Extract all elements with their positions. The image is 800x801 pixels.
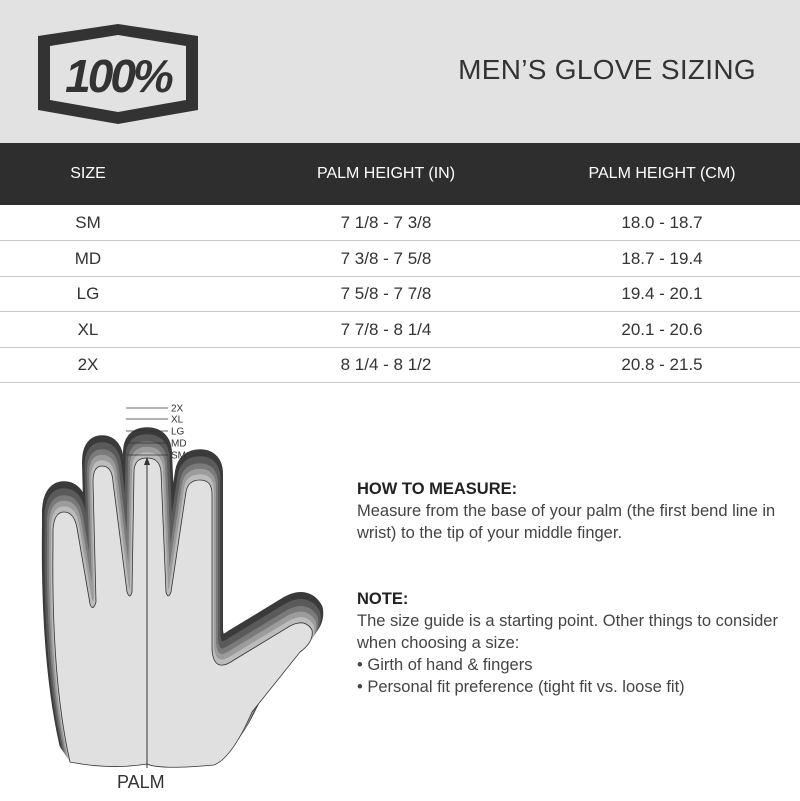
- cell-size: XL: [77, 319, 99, 339]
- how-to-text: Measure from the base of your palm (the …: [357, 502, 776, 542]
- size-tick-label: XL: [171, 415, 184, 426]
- cell-size: 2X: [77, 355, 99, 374]
- brand-logo: 100%: [38, 24, 198, 124]
- header-band: 100% MEN’S GLOVE SIZING: [0, 0, 800, 143]
- note-text: The size guide is a starting point. Othe…: [357, 612, 778, 652]
- cell-size: SM: [75, 213, 101, 232]
- cell-cm: 18.7 - 19.4: [621, 248, 703, 268]
- cell-size: LG: [76, 284, 100, 303]
- table-header: SIZE PALM HEIGHT (IN) PALM HEIGHT (CM): [0, 143, 800, 205]
- table-row: 2X 8 1/4 - 8 1/2 20.8 - 21.5: [0, 347, 800, 383]
- note-bullet: • Girth of hand & fingers: [357, 656, 533, 674]
- page-title: MEN’S GLOVE SIZING: [458, 54, 756, 85]
- how-to-measure: HOW TO MEASURE: Measure from the base of…: [357, 478, 787, 544]
- table-row: SM 7 1/8 - 7 3/8 18.0 - 18.7: [0, 205, 800, 241]
- size-tick-label: MD: [171, 439, 187, 450]
- note-section: NOTE: The size guide is a starting point…: [357, 588, 787, 698]
- cell-cm: 19.4 - 20.1: [621, 284, 703, 303]
- how-to-heading: HOW TO MEASURE:: [357, 480, 518, 498]
- size-tick-label: LG: [171, 427, 185, 438]
- cell-inches: 7 5/8 - 7 7/8: [340, 284, 432, 303]
- cell-inches: 7 3/8 - 7 5/8: [340, 248, 432, 268]
- palm-label: PALM: [117, 772, 165, 792]
- cell-cm: 20.1 - 20.6: [621, 319, 703, 339]
- note-heading: NOTE:: [357, 590, 409, 608]
- hand-outline: [52, 457, 313, 768]
- table-row: MD 7 3/8 - 7 5/8 18.7 - 19.4: [0, 241, 800, 277]
- cell-inches: 7 1/8 - 7 3/8: [340, 213, 432, 232]
- note-bullet: • Personal fit preference (tight fit vs.…: [357, 678, 685, 696]
- cell-cm: 18.0 - 18.7: [621, 213, 703, 232]
- size-tick-label: 2X: [171, 404, 184, 415]
- cell-size: MD: [74, 248, 102, 268]
- cell-inches: 7 7/8 - 8 1/4: [340, 319, 432, 339]
- cell-inches: 8 1/4 - 8 1/2: [340, 355, 432, 374]
- svg-text:100%: 100%: [65, 50, 173, 102]
- arrow-head-icon: [144, 457, 150, 465]
- table-row: XL 7 7/8 - 8 1/4 20.1 - 20.6: [0, 312, 800, 348]
- cell-cm: 20.8 - 21.5: [621, 355, 703, 374]
- column-header-cm: PALM HEIGHT (CM): [588, 165, 736, 182]
- column-header-inches: PALM HEIGHT (IN): [316, 165, 456, 182]
- table-row: LG 7 5/8 - 7 7/8 19.4 - 20.1: [0, 276, 800, 312]
- column-header-size: SIZE: [70, 165, 106, 182]
- size-tick-label: SM: [171, 451, 186, 462]
